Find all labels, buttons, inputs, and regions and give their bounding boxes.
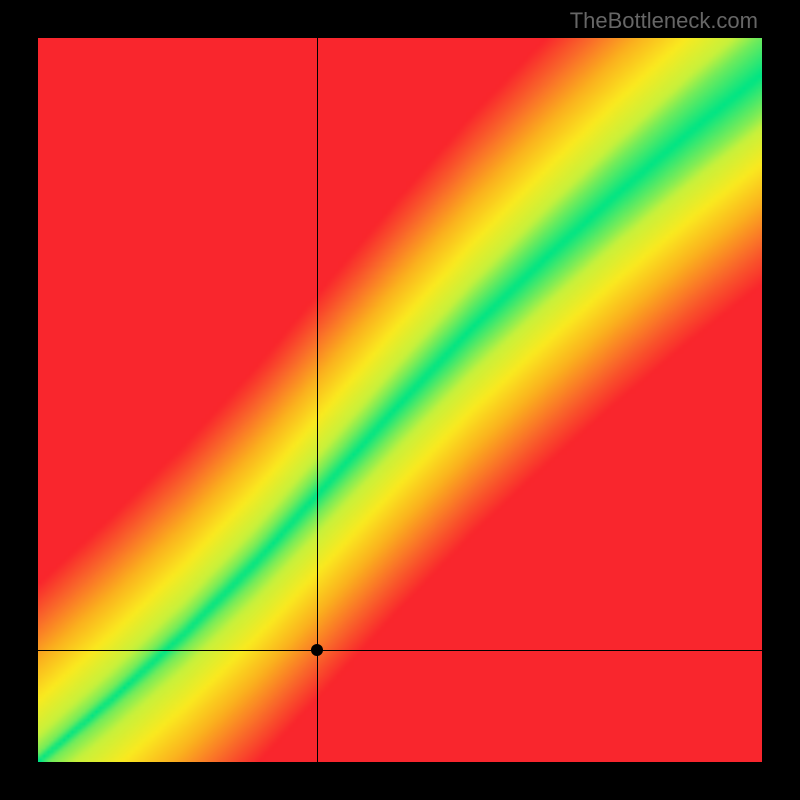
watermark-text: TheBottleneck.com	[570, 8, 758, 34]
heatmap-plot-area	[38, 38, 762, 762]
bottleneck-marker-dot	[311, 644, 323, 656]
crosshair-horizontal-line	[38, 650, 762, 651]
heatmap-canvas	[38, 38, 762, 762]
